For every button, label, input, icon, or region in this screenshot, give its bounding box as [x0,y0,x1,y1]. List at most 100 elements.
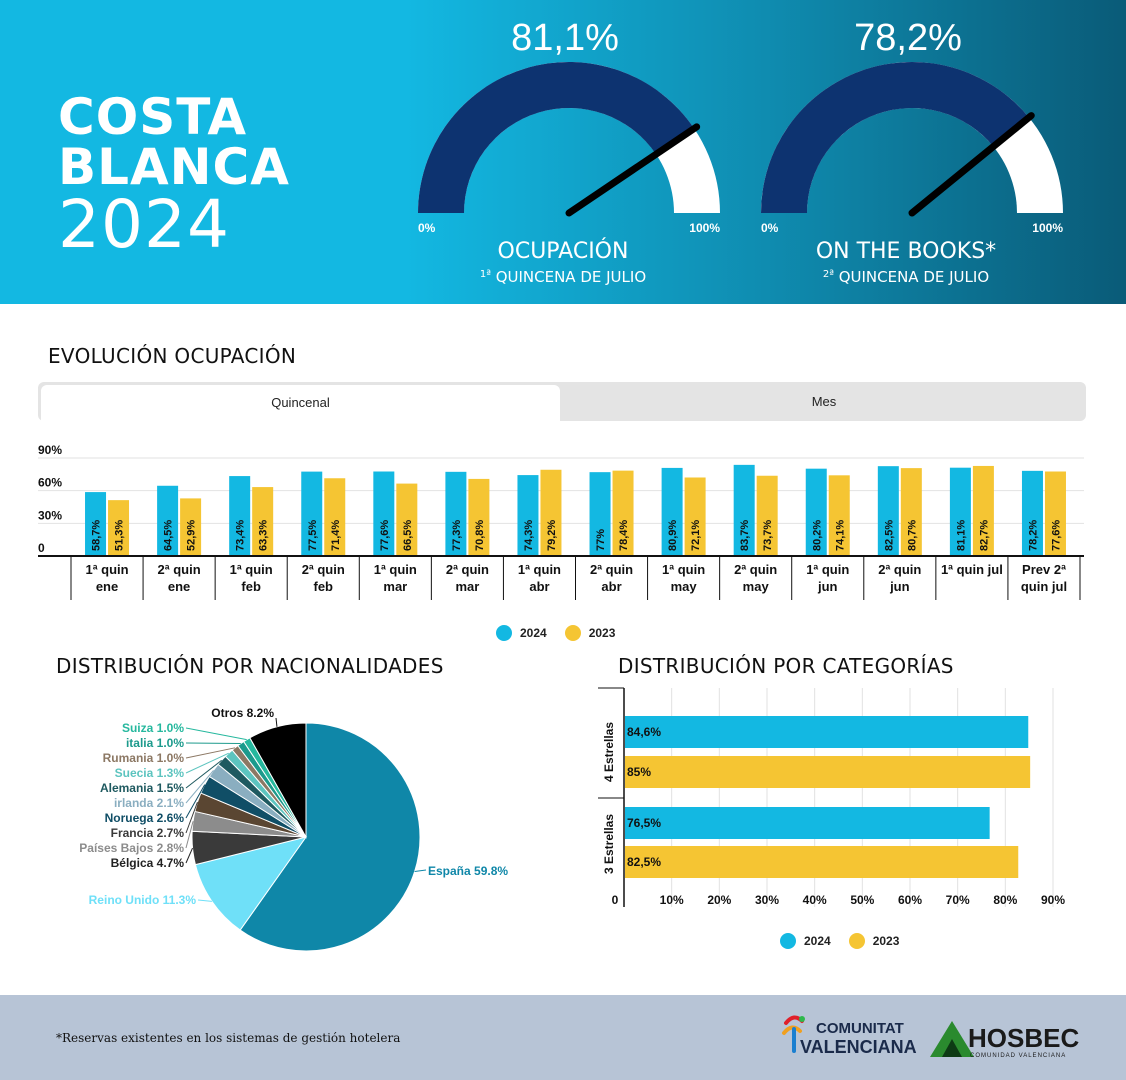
cat-bar-label-2023: 82,5% [627,855,661,869]
gauge-2-needle [908,112,1035,217]
cat-xtick-label: 50% [850,893,874,907]
legend-2023-label: 2023 [588,626,616,640]
pie-label-españa: España 59.8% [428,864,508,878]
evo-bar-label-2024: 64,5% [163,520,175,551]
evo-bar-label-2024: 73,4% [235,520,247,551]
categorias-legend: 2024 2023 [780,933,917,949]
evo-bar-label-2023: 71,4% [330,520,342,551]
evo-bar-2023 [468,478,490,556]
logo2-name: HOSBEC [968,1023,1079,1053]
gauge-2-label: ON THE BOOKS* [816,239,996,264]
evo-bar-2024 [589,472,611,556]
pie-label-rumania: Rumania 1.0% [103,751,185,765]
cat-bar-label-2023: 85% [627,765,651,779]
gauge-1-sublabel-ord: 1ª [480,269,491,280]
pie-leader-line [414,869,427,873]
evo-bar-label-2023: 82,7% [978,520,990,551]
evo-category-label: jun [889,579,910,594]
evo-bar-label-2024: 82,5% [883,520,895,551]
pie-slice-irlanda [208,763,307,838]
evo-category-label: 1ª quin jul [941,562,1003,577]
evo-bar-2024 [949,467,971,556]
evo-bar-2023 [180,498,202,556]
pie-slice-otros [249,722,307,839]
evo-bar-label-2024: 77,5% [307,520,319,551]
logo1-line1: COMUNITAT [816,1020,904,1037]
pie-leader-line [185,801,198,834]
pie-leader-line [185,752,229,774]
evo-bar-2023 [396,483,418,556]
evo-bar-label-2024: 78,2% [1027,520,1039,551]
footer: *Reservas existentes en los sistemas de … [0,995,1126,1080]
evo-bar-2024 [85,492,107,556]
cat-legend-2024-label: 2024 [804,934,831,948]
evo-bar-label-2024: 77,3% [451,520,463,551]
evo-ytick-label: 60% [38,476,62,490]
evo-category-label: feb [241,579,261,594]
gauge-1-value: 81,1% [511,17,619,59]
cat-xtick-label: 80% [993,893,1017,907]
evo-bar-label-2023: 79,2% [546,520,558,551]
evo-bar-label-2023: 63,3% [258,520,270,551]
evo-category-label: 1ª quin [806,562,849,577]
evo-ytick-label: 90% [38,443,62,457]
tab-quincenal[interactable]: Quincenal [41,385,560,421]
evo-category-label: 1ª quin [230,562,273,577]
evo-bar-2023 [900,468,922,556]
gauge-1-needle [565,123,701,217]
evo-bar-2024 [1021,470,1043,556]
pie-label-irlanda: irlanda 2.1% [114,796,184,810]
evo-category-label: 2ª quin [302,562,345,577]
gauge-2-sublabel-text: QUINCENA DE JULIO [834,268,989,286]
evo-bar-2024 [661,467,683,556]
evo-category-label: 2ª quin [590,562,633,577]
evo-bar-2023 [1044,471,1066,556]
evo-bar-2023 [828,475,850,556]
cat-xtick-label: 10% [660,893,684,907]
evo-category-label: may [743,579,770,594]
evo-category-label: may [671,579,698,594]
evo-bar-2024 [157,485,179,556]
evo-bar-label-2024: 77% [595,529,607,551]
evo-bar-label-2023: 73,7% [762,520,774,551]
evo-category-label: quin jul [1021,579,1067,594]
evo-bar-label-2023: 80,7% [906,520,918,551]
tab-mes[interactable]: Mes [811,394,837,409]
pie-label-bélgica: Bélgica 4.7% [111,856,185,870]
evo-category-label: 1ª quin [518,562,561,577]
pie-leader-line [185,727,247,741]
legend-2023-swatch [564,625,581,641]
nacionalidades-title: DISTRIBUCIÓN POR NACIONALIDADES [56,654,444,678]
evo-bar-label-2023: 52,9% [186,520,198,551]
pie-slice-rumania [231,744,307,838]
evo-bar-label-2024: 77,6% [379,520,391,551]
pie-slice-reino-unido [194,836,308,931]
evo-bar-label-2023: 72,1% [690,520,702,551]
pie-label-alemania: Alemania 1.5% [100,781,184,795]
pie-slice-suiza [243,737,307,838]
gauge-1-min: 0% [418,221,436,235]
cat-bar-2023 [625,846,1019,878]
evo-bar-2023 [108,500,130,556]
pie-leader-line [197,899,212,902]
hosbec-logo: HOSBEC COMUNIDAD VALENCIANA [930,1021,1079,1059]
pie-slice-suecia [224,749,307,838]
cat-xtick-label: 70% [946,893,970,907]
pie-label-francia: Francia 2.7% [111,826,185,840]
evo-category-label: 1ª quin [85,562,128,577]
pie-label-países-bajos: Países Bajos 2.8% [79,841,184,855]
categorias-title: DISTRIBUCIÓN POR CATEGORÍAS [618,654,954,678]
pie-slice-italia [237,740,307,838]
gauge-1-max: 100% [689,221,720,235]
pie-label-noruega: Noruega 2.6% [105,811,185,825]
evo-bar-label-2023: 66,5% [402,520,414,551]
evo-bar-label-2023: 77,6% [1050,520,1062,551]
evo-bar-label-2024: 58,7% [91,520,103,551]
logo1-line2: VALENCIANA [800,1037,917,1057]
evo-bar-label-2024: 81,1% [955,520,967,551]
legend-2024-swatch [496,625,512,641]
pie-slice-países-bajos [191,810,307,838]
evo-bar-2023 [540,469,562,556]
evo-bar-2024 [229,476,251,556]
pie-label-reino-unido: Reino Unido 11.3% [89,893,197,907]
